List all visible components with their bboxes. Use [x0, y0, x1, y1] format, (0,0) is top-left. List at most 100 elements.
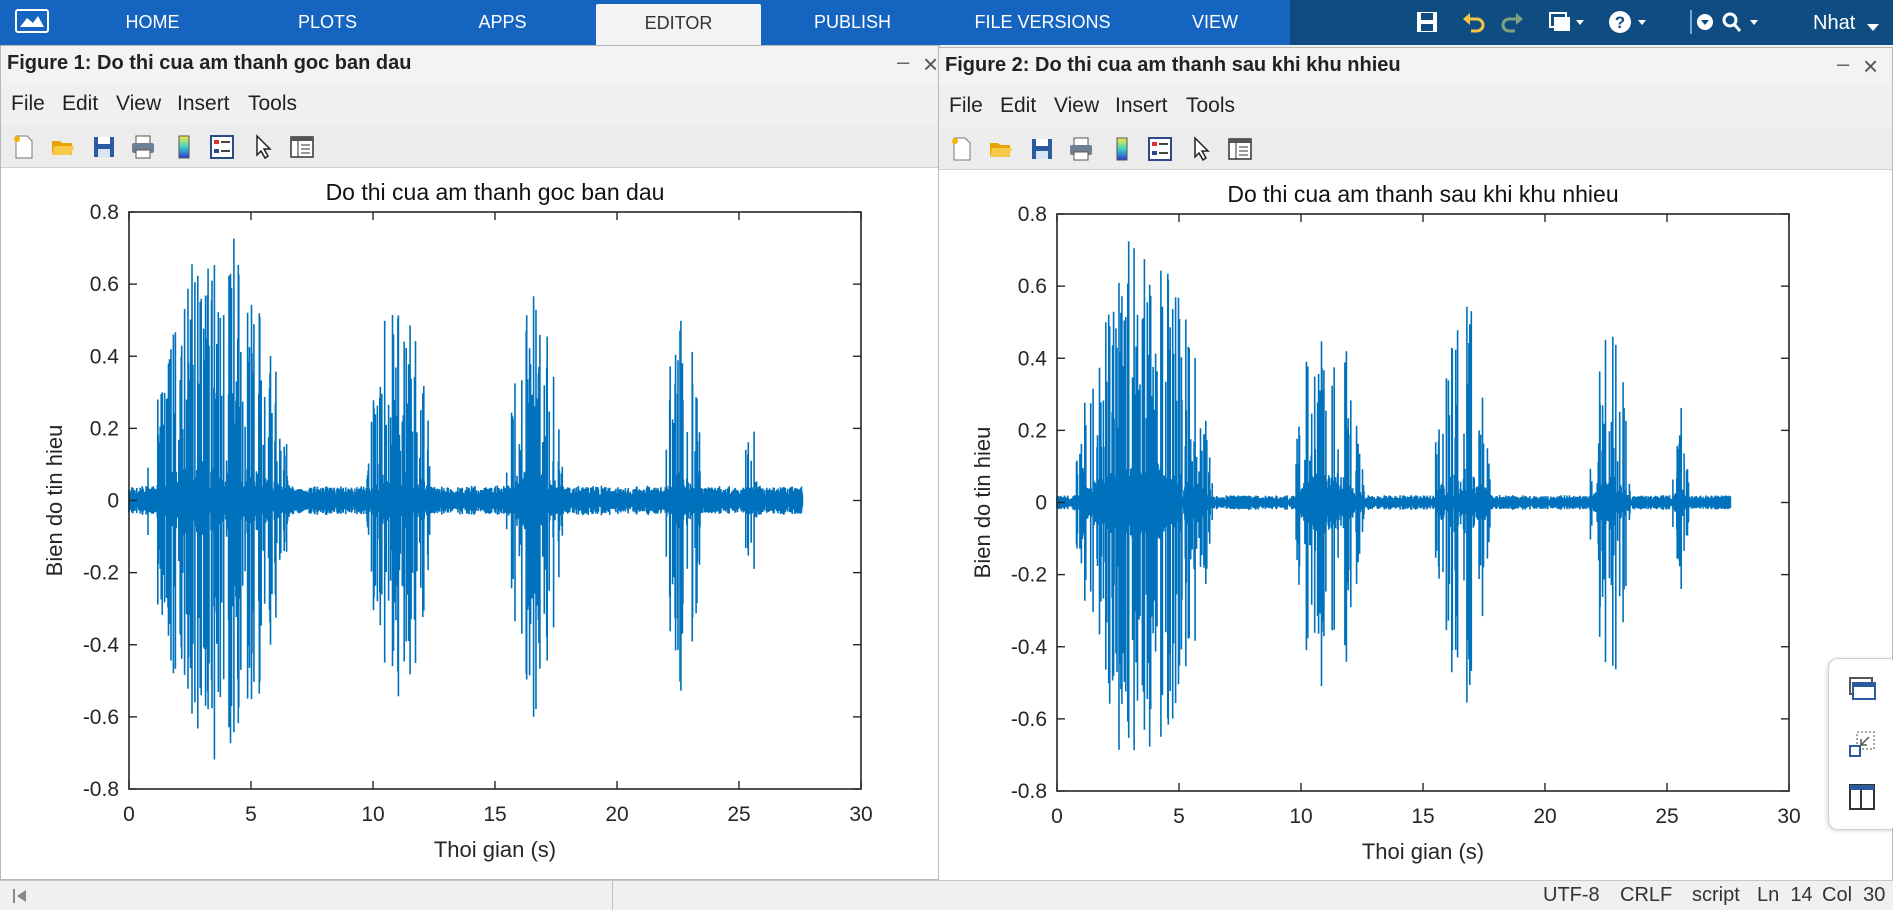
- status-line-ending[interactable]: CRLF: [1620, 884, 1673, 906]
- x-tick-label: 15: [1411, 805, 1434, 828]
- x-axis-label: Thoi gian (s): [1362, 839, 1484, 864]
- plot-area: Do thi cua am thanh sau khi khu nhieu 0 5 1…: [939, 170, 1892, 881]
- x-tick-label: 30: [1777, 805, 1800, 828]
- tab-publish[interactable]: PUBLISH: [813, 12, 892, 32]
- chevron-down-icon[interactable]: [1865, 15, 1881, 39]
- toolstrip: HOME PLOTS APPS EDITOR PUBLISH FILE VERS…: [0, 0, 1893, 45]
- x-tick-label: 0: [1051, 805, 1063, 828]
- menu-view[interactable]: View: [1054, 94, 1100, 117]
- x-tick-label: 5: [245, 803, 257, 826]
- property-inspector-icon[interactable]: [1227, 136, 1253, 162]
- undo-icon[interactable]: [1462, 10, 1486, 34]
- close-icon[interactable]: ×: [923, 49, 939, 79]
- close-icon[interactable]: ×: [1863, 51, 1879, 81]
- open-file-icon[interactable]: [988, 136, 1014, 162]
- figure-menu-bar: File Edit View Insert Tools: [939, 84, 1892, 128]
- waveform-chart-denoised[interactable]: Do thi cua am thanh sau khi khu nhieu 0 5 1…: [939, 170, 1892, 882]
- tab-view[interactable]: VIEW: [1191, 12, 1238, 32]
- y-axis-label: Bien do tin hieu: [970, 427, 995, 579]
- figure-tools-panel: [1828, 658, 1893, 830]
- figure-title-bar: Figure 1: Do thi cua am thanh goc ban da…: [1, 46, 939, 82]
- y-tick-label: -0.2: [1011, 564, 1047, 587]
- window-switch-icon[interactable]: [1548, 10, 1588, 34]
- y-tick-label: 0.6: [90, 273, 119, 296]
- tab-plots[interactable]: PLOTS: [297, 12, 358, 32]
- figure-toolbar: [1, 126, 939, 168]
- print-icon[interactable]: [130, 134, 156, 160]
- x-axis-label: Thoi gian (s): [434, 837, 556, 862]
- svg-text:?: ?: [1615, 13, 1625, 32]
- y-tick-label: 0.8: [90, 201, 119, 224]
- minimize-icon[interactable]: –: [897, 49, 910, 74]
- menu-view[interactable]: View: [116, 92, 162, 115]
- x-tick-label: 0: [123, 803, 135, 826]
- x-tick-label: 30: [849, 803, 872, 826]
- save-figure-icon[interactable]: [91, 134, 117, 160]
- y-tick-label: 0.2: [90, 417, 119, 440]
- print-icon[interactable]: [1068, 136, 1094, 162]
- x-tick-label: 10: [361, 803, 384, 826]
- menu-file[interactable]: File: [949, 94, 983, 117]
- quick-access-toolbar: ? Nhat: [1290, 0, 1893, 45]
- search-icon[interactable]: [1690, 10, 1762, 34]
- menu-file[interactable]: File: [11, 92, 45, 115]
- menu-tools[interactable]: Tools: [248, 92, 298, 115]
- tab-apps[interactable]: APPS: [478, 12, 527, 32]
- signal-line: [128, 238, 804, 760]
- legend-icon[interactable]: [1147, 136, 1173, 162]
- status-column[interactable]: Col 30: [1822, 884, 1886, 906]
- figure-window-2: Figure 2: Do thi cua am thanh sau khi kh…: [938, 47, 1893, 882]
- x-tick-label: 20: [1533, 805, 1556, 828]
- collapse-panel-icon[interactable]: [12, 888, 28, 904]
- new-figure-icon[interactable]: [11, 134, 37, 160]
- y-tick-label: 0: [107, 490, 119, 513]
- menu-insert[interactable]: Insert: [177, 92, 230, 115]
- status-file-type[interactable]: script: [1692, 884, 1740, 906]
- y-axis-label: Bien do tin hieu: [42, 425, 67, 577]
- legend-icon[interactable]: [209, 134, 235, 160]
- user-menu[interactable]: Nhat: [1813, 12, 1856, 34]
- menu-tools[interactable]: Tools: [1186, 94, 1236, 117]
- edit-plot-icon[interactable]: [251, 134, 277, 160]
- status-bar: UTF-8 CRLF script Ln 14 Col 30: [0, 880, 1893, 910]
- colorbar-icon[interactable]: [1109, 136, 1135, 162]
- y-tick-label: 0: [1035, 492, 1047, 515]
- y-tick-label: 0.4: [90, 345, 120, 368]
- dock-layout-icon[interactable]: [1847, 782, 1877, 812]
- tab-home[interactable]: HOME: [125, 12, 180, 32]
- minimize-icon[interactable]: –: [1837, 51, 1850, 76]
- x-tick-label: 10: [1289, 805, 1312, 828]
- new-figure-icon[interactable]: [949, 136, 975, 162]
- x-tick-label: 5: [1173, 805, 1185, 828]
- matlab-logo-icon[interactable]: [14, 8, 50, 36]
- figure-title-bar: Figure 2: Do thi cua am thanh sau khi kh…: [939, 48, 1892, 84]
- waveform-chart-original[interactable]: Do thi cua am thanh goc ban dau 0 5 10 15 20 2…: [1, 168, 939, 880]
- x-tick-label: 25: [727, 803, 750, 826]
- property-inspector-icon[interactable]: [289, 134, 315, 160]
- y-tick-label: 0.6: [1018, 275, 1047, 298]
- chart-title: Do thi cua am thanh sau khi khu nhieu: [1227, 181, 1618, 207]
- tab-editor[interactable]: EDITOR: [596, 4, 761, 45]
- edit-plot-icon[interactable]: [1189, 136, 1215, 162]
- open-file-icon[interactable]: [50, 134, 76, 160]
- y-tick-label: -0.4: [83, 634, 120, 657]
- chart-title: Do thi cua am thanh goc ban dau: [326, 179, 665, 205]
- status-line[interactable]: Ln 14: [1757, 884, 1813, 906]
- figure-toolbar: [939, 128, 1892, 170]
- help-icon[interactable]: ?: [1608, 10, 1650, 34]
- y-tick-label: -0.4: [1011, 636, 1048, 659]
- redo-icon[interactable]: [1500, 10, 1524, 34]
- x-tick-label: 25: [1655, 805, 1678, 828]
- tab-file-versions[interactable]: FILE VERSIONS: [974, 12, 1111, 32]
- menu-insert[interactable]: Insert: [1115, 94, 1168, 117]
- save-icon[interactable]: [1415, 10, 1439, 34]
- menu-edit[interactable]: Edit: [1000, 94, 1037, 117]
- y-tick-label: 0.8: [1018, 203, 1047, 226]
- plot-area: Do thi cua am thanh goc ban dau 0 5 10 15 20 2…: [1, 168, 939, 879]
- figure-browser-icon[interactable]: [1847, 674, 1877, 704]
- colorbar-icon[interactable]: [171, 134, 197, 160]
- status-encoding[interactable]: UTF-8: [1543, 884, 1600, 906]
- undock-icon[interactable]: [1847, 729, 1877, 759]
- menu-edit[interactable]: Edit: [62, 92, 99, 115]
- save-figure-icon[interactable]: [1029, 136, 1055, 162]
